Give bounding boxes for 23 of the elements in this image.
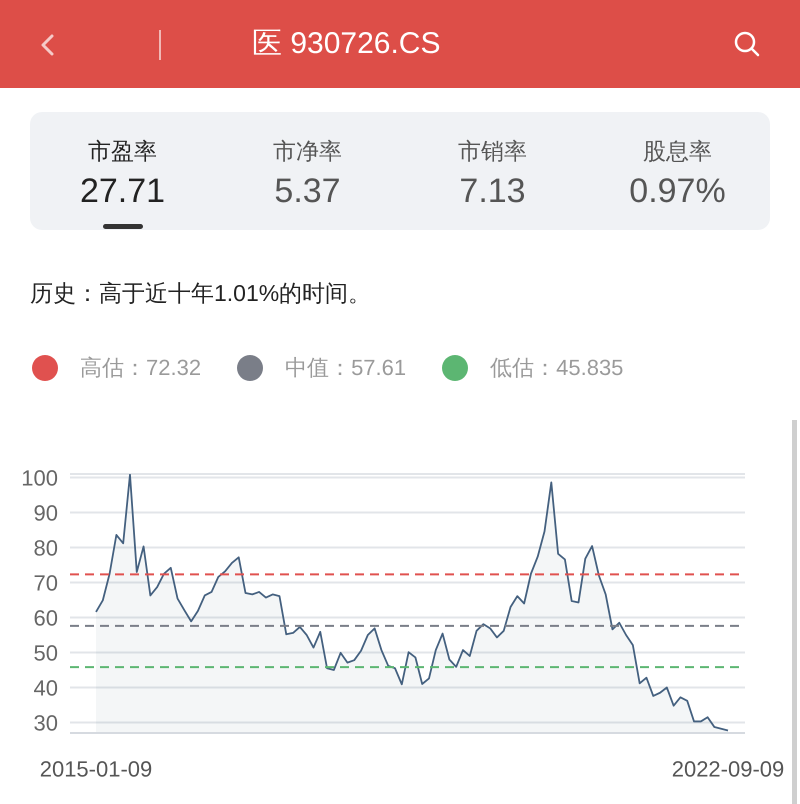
y-tick-label: 90 <box>34 500 58 526</box>
y-tick-label: 80 <box>34 535 58 560</box>
y-tick-label: 100 <box>21 465 58 490</box>
text: 市销率 <box>458 138 527 164</box>
y-tick-label: 30 <box>34 710 58 736</box>
x-tick-label: 2022-09-09 <box>672 756 784 782</box>
legend-label: 低估：45.835 <box>490 355 624 380</box>
text: 5.37 <box>274 172 341 210</box>
text: 市盈率 <box>88 138 157 164</box>
text: 7.13 <box>459 172 526 210</box>
x-tick-label: 2015-01-09 <box>40 756 152 782</box>
y-tick-label: 60 <box>34 605 58 630</box>
legend-label: 高估：72.32 <box>80 355 202 380</box>
chart-subtitle: 历史：高于近十年1.01%的时间。 <box>30 280 372 306</box>
y-tick-label: 40 <box>34 675 58 700</box>
text: 市净率 <box>273 138 342 164</box>
y-tick-label: 50 <box>34 640 58 666</box>
text: 股息率 <box>643 138 712 164</box>
chart-title: 医 930726.CS <box>252 27 440 60</box>
text: 0.97% <box>629 172 726 210</box>
text: 27.71 <box>80 172 166 210</box>
y-tick-label: 70 <box>34 570 58 596</box>
legend-label: 中值：57.61 <box>285 355 406 380</box>
